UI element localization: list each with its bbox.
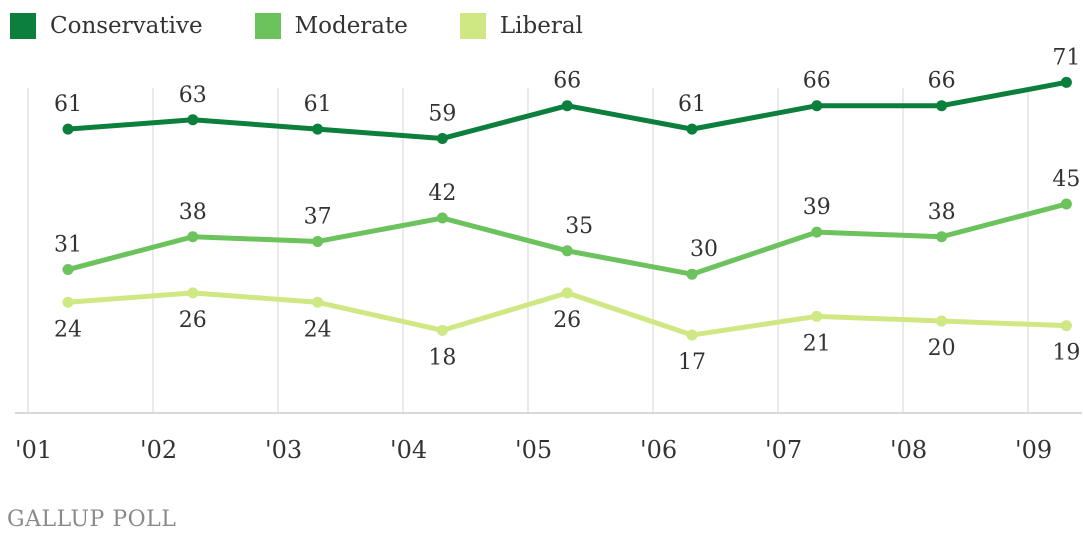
legend-item-conservative: Conservative [10,13,203,39]
legend-item-moderate: Moderate [254,13,408,39]
data-point-moderate [561,245,573,257]
data-point-liberal [187,287,199,299]
x-tick-label: '06 [640,436,677,464]
data-label-moderate: 30 [690,237,718,262]
data-point-liberal [811,310,823,322]
legend-label-conservative: Conservative [50,13,203,39]
x-tick-label: '01 [15,436,52,464]
data-label-conservative: 66 [928,69,956,94]
data-point-conservative [561,100,573,112]
data-label-liberal: 17 [678,350,706,375]
data-point-moderate [1060,198,1072,210]
legend-swatch-liberal [459,13,486,39]
data-label-moderate: 45 [1052,167,1080,192]
x-tick-label: '04 [390,436,427,464]
data-label-liberal: 26 [179,308,207,333]
data-point-conservative [62,123,74,135]
x-tick-label: '05 [515,436,552,464]
data-label-moderate: 38 [179,200,207,225]
data-point-liberal [62,296,74,308]
x-axis-ticks: '01 '02 '03 '04 '05 '06 '07 '08 '09 [15,436,1052,464]
data-point-liberal [561,287,573,299]
data-label-liberal: 21 [803,331,831,356]
data-label-moderate: 42 [428,181,456,206]
data-point-moderate [811,226,823,238]
grid [15,88,1082,414]
data-point-conservative [187,114,199,126]
data-point-liberal [436,324,448,336]
data-point-liberal [312,296,324,308]
legend-item-liberal: Liberal [459,13,583,39]
x-tick-label: '08 [890,436,927,464]
data-label-conservative: 71 [1052,45,1080,70]
data-label-liberal: 20 [928,336,956,361]
data-point-moderate [686,268,698,280]
legend: Conservative Moderate Liberal [10,8,635,44]
data-labels: 61 63 61 59 66 61 66 66 71 31 38 37 42 35 30 39 38 45 24 26… [54,45,1080,375]
source-logo: GALLUP POLL [7,507,177,532]
data-point-liberal [936,315,948,327]
data-point-liberal [1060,320,1072,332]
legend-label-moderate: Moderate [294,13,408,39]
data-point-moderate [62,264,74,276]
data-label-liberal: 24 [54,317,82,342]
data-label-moderate: 35 [565,214,593,239]
data-point-moderate [312,235,324,247]
x-tick-label: '07 [765,436,802,464]
data-label-liberal: 26 [553,308,581,333]
data-label-conservative: 61 [678,92,706,117]
legend-swatch-moderate [254,13,281,39]
data-label-conservative: 66 [553,69,581,94]
series-group [62,76,1072,341]
data-point-moderate [436,212,448,224]
x-tick-label: '02 [140,436,177,464]
data-point-moderate [187,231,199,243]
data-point-conservative [686,123,698,135]
data-label-moderate: 38 [928,200,956,225]
data-label-moderate: 37 [304,204,332,229]
legend-label-liberal: Liberal [499,13,583,39]
data-point-liberal [686,329,698,341]
data-point-conservative [436,132,448,144]
data-label-conservative: 66 [803,69,831,94]
data-label-liberal: 18 [428,345,456,370]
data-point-conservative [936,100,948,112]
data-label-conservative: 59 [428,101,456,126]
data-label-conservative: 61 [54,92,82,117]
data-label-moderate: 31 [54,233,82,258]
legend-swatch-conservative [10,13,36,39]
data-label-conservative: 63 [179,83,207,108]
data-label-liberal: 24 [304,317,332,342]
data-point-conservative [312,123,324,135]
data-point-conservative [811,100,823,112]
data-point-moderate [936,231,948,243]
x-tick-label: '09 [1015,436,1052,464]
data-label-conservative: 61 [304,92,332,117]
data-label-moderate: 39 [803,195,831,220]
data-label-liberal: 19 [1052,341,1080,366]
data-point-conservative [1060,76,1072,88]
x-tick-label: '03 [265,436,302,464]
